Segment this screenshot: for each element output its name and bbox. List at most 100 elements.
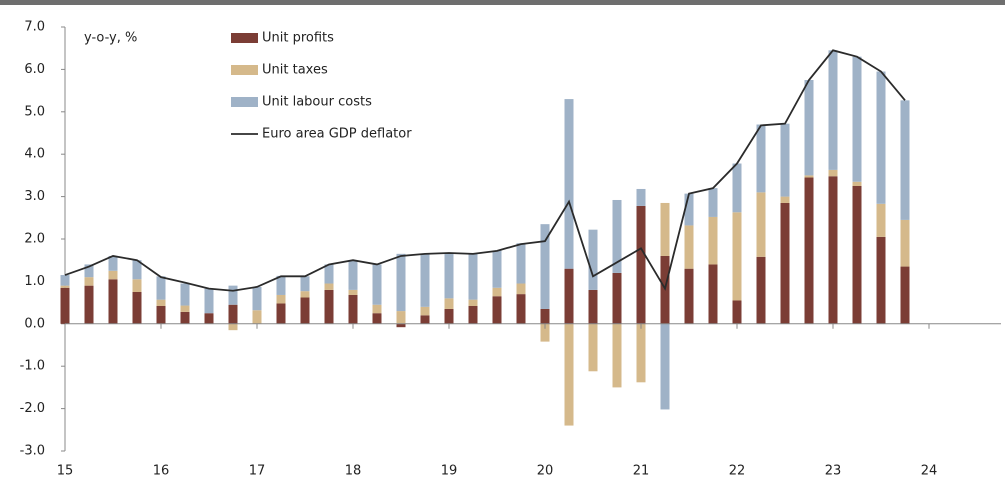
bar xyxy=(684,268,694,324)
bar xyxy=(828,176,838,324)
y-tick-label: 2.0 xyxy=(24,232,45,247)
bar xyxy=(564,323,574,426)
bar xyxy=(372,304,382,314)
bar xyxy=(132,292,142,324)
y-tick-label: 5.0 xyxy=(24,104,45,119)
bar xyxy=(612,199,622,273)
y-tick-label: 4.0 xyxy=(24,147,45,162)
bar xyxy=(900,100,910,220)
legend-swatch xyxy=(231,97,258,107)
bar xyxy=(876,71,886,204)
bar xyxy=(492,250,502,288)
legend-label: Euro area GDP deflator xyxy=(262,127,412,142)
bar xyxy=(684,193,694,226)
bar xyxy=(708,216,718,265)
bar xyxy=(444,298,454,309)
bar xyxy=(396,311,406,324)
y-tick-label: -1.0 xyxy=(20,359,45,374)
bar xyxy=(252,310,262,324)
legend-swatch xyxy=(231,65,258,75)
bar xyxy=(420,253,430,307)
bar xyxy=(588,323,598,372)
x-tick-label: 20 xyxy=(537,464,554,479)
bar xyxy=(732,212,742,301)
x-tick-label: 24 xyxy=(921,464,938,479)
bar xyxy=(756,256,766,324)
bar xyxy=(156,305,166,324)
bar xyxy=(84,285,94,324)
bar xyxy=(492,296,502,324)
bar xyxy=(468,252,478,300)
bar xyxy=(372,264,382,305)
bar xyxy=(84,264,94,278)
bar xyxy=(564,99,574,269)
bar xyxy=(444,308,454,324)
legend-label: Unit taxes xyxy=(262,63,328,78)
bar xyxy=(900,219,910,267)
bar xyxy=(372,313,382,324)
bar xyxy=(612,272,622,324)
bar xyxy=(228,304,238,324)
bar xyxy=(108,279,118,324)
bar xyxy=(660,323,670,410)
bar xyxy=(876,236,886,324)
bar xyxy=(276,303,286,324)
bar xyxy=(132,260,142,280)
x-tick-label: 22 xyxy=(729,464,746,479)
x-tick-label: 17 xyxy=(249,464,266,479)
bar xyxy=(828,50,838,170)
bar xyxy=(588,289,598,324)
bar xyxy=(588,229,598,290)
bar xyxy=(660,202,670,256)
bar xyxy=(204,313,214,324)
y-tick-label: -2.0 xyxy=(20,401,45,416)
bar xyxy=(852,181,862,186)
bar xyxy=(564,268,574,324)
bar xyxy=(180,305,190,312)
bar xyxy=(876,203,886,237)
bar xyxy=(612,323,622,388)
x-tick-label: 19 xyxy=(441,464,458,479)
y-tick-label: 0.0 xyxy=(24,316,45,331)
bar xyxy=(324,289,334,324)
bar xyxy=(540,308,550,324)
bar xyxy=(60,275,70,286)
bar xyxy=(180,283,190,306)
bar xyxy=(300,297,310,324)
bar xyxy=(780,123,790,197)
bar xyxy=(156,299,166,306)
bar xyxy=(444,252,454,299)
bar xyxy=(756,192,766,257)
bar xyxy=(276,275,286,295)
bar xyxy=(60,287,70,324)
bar xyxy=(204,288,214,314)
x-tick-label: 23 xyxy=(825,464,842,479)
y-tick-label: 1.0 xyxy=(24,274,45,289)
bar xyxy=(516,243,526,284)
bar xyxy=(780,196,790,203)
bar xyxy=(708,188,718,217)
bar xyxy=(156,276,166,300)
annotation: y-o-y, % xyxy=(84,31,137,46)
bar xyxy=(300,291,310,298)
bar xyxy=(516,294,526,324)
bar xyxy=(108,270,118,280)
bar xyxy=(396,323,406,328)
bar xyxy=(636,205,646,324)
bar xyxy=(420,315,430,324)
bar xyxy=(852,56,862,182)
bar xyxy=(900,266,910,324)
bar xyxy=(708,264,718,324)
bar xyxy=(492,287,502,297)
bar xyxy=(732,300,742,324)
y-tick-label: 3.0 xyxy=(24,189,45,204)
bar xyxy=(828,169,838,177)
x-tick-label: 21 xyxy=(633,464,650,479)
bar xyxy=(468,299,478,306)
y-tick-label: -3.0 xyxy=(20,444,45,459)
top-band xyxy=(0,0,1005,5)
line xyxy=(64,49,906,292)
bar xyxy=(252,286,262,311)
bar xyxy=(636,188,646,206)
bar xyxy=(132,279,142,292)
